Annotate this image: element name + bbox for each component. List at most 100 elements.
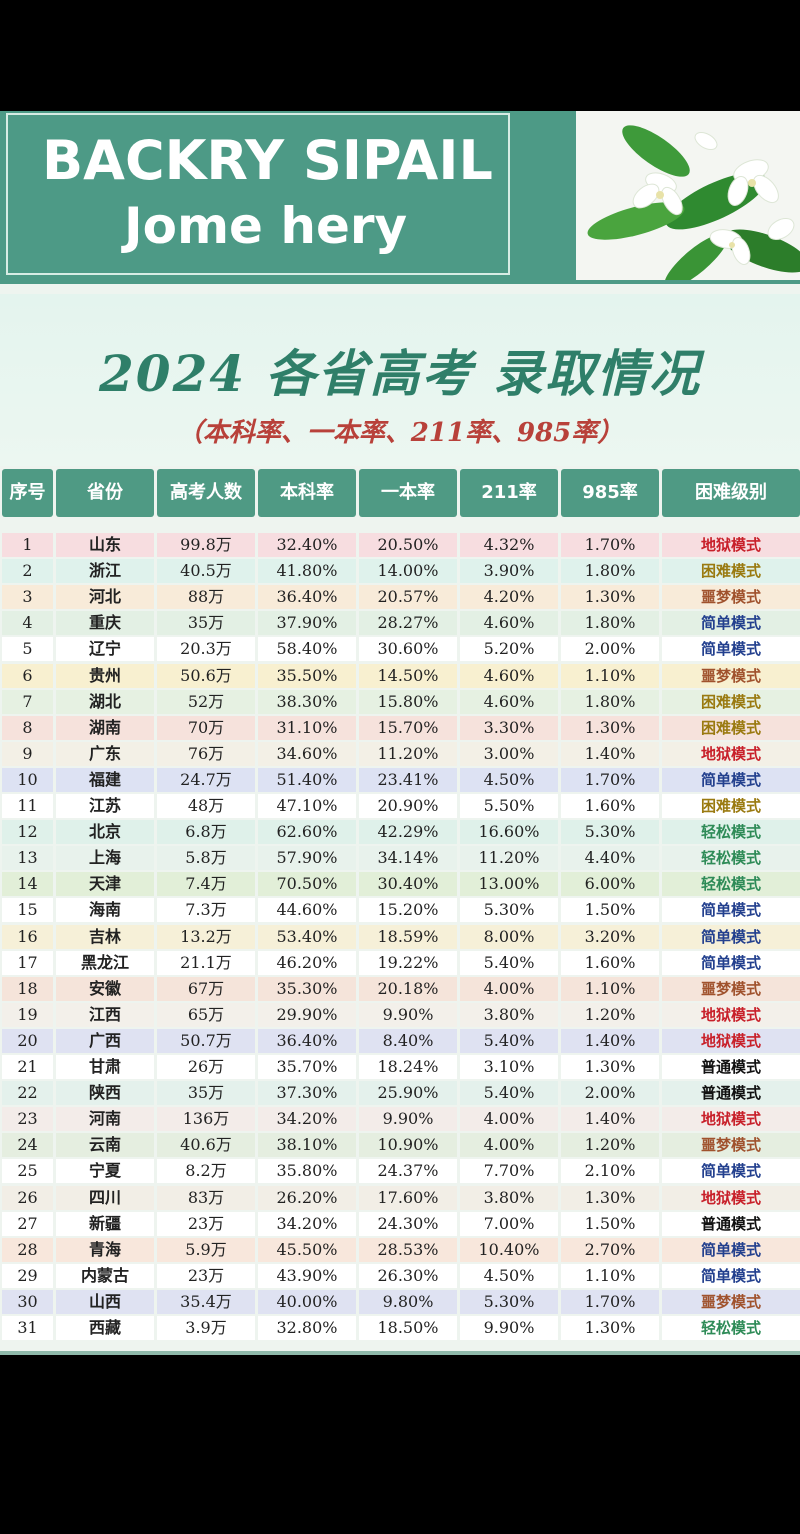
cell-province: 上海 — [56, 846, 154, 871]
cell-tier1-rate: 15.70% — [359, 715, 457, 740]
cell-undergrad-rate: 36.40% — [258, 1028, 356, 1053]
cell-undergrad-rate: 41.80% — [258, 559, 356, 584]
cell-difficulty-level: 噩梦模式 — [662, 976, 800, 1001]
cell-province: 湖南 — [56, 715, 154, 740]
cell-tier1-rate: 18.24% — [359, 1055, 457, 1079]
cell-candidates: 70万 — [157, 715, 255, 740]
cell-index: 24 — [2, 1133, 53, 1158]
cell-difficulty-level: 噩梦模式 — [662, 1133, 800, 1158]
cell-candidates: 83万 — [157, 1185, 255, 1210]
banner-line-2: Jome hery — [124, 197, 408, 255]
cell-index: 29 — [2, 1263, 53, 1288]
cell-rate-985: 1.30% — [561, 1185, 659, 1210]
cell-tier1-rate: 30.60% — [359, 637, 457, 662]
cell-rate-211: 5.20% — [460, 637, 558, 662]
cell-index: 2 — [2, 559, 53, 584]
table-row: 25 宁夏 8.2万 35.80% 24.37% 7.70% 2.10% 简单模式 — [0, 1158, 800, 1184]
cell-rate-211: 4.60% — [460, 689, 558, 714]
cell-rate-985: 1.30% — [561, 585, 659, 610]
cell-undergrad-rate: 32.40% — [258, 533, 356, 557]
cell-rate-985: 1.40% — [561, 741, 659, 766]
cell-province: 贵州 — [56, 663, 154, 688]
cell-candidates: 67万 — [157, 976, 255, 1001]
cell-province: 河南 — [56, 1107, 154, 1132]
cell-province: 黑龙江 — [56, 950, 154, 975]
cell-rate-985: 1.60% — [561, 950, 659, 975]
cell-rate-211: 9.90% — [460, 1316, 558, 1340]
cell-rate-211: 3.80% — [460, 1185, 558, 1210]
cell-candidates: 35万 — [157, 611, 255, 636]
cell-difficulty-level: 简单模式 — [662, 924, 800, 949]
cell-index: 31 — [2, 1316, 53, 1340]
cell-tier1-rate: 20.18% — [359, 976, 457, 1001]
table-row: 3 河北 88万 36.40% 20.57% 4.20% 1.30% 噩梦模式 — [0, 584, 800, 610]
cell-rate-211: 5.40% — [460, 950, 558, 975]
cell-rate-985: 1.50% — [561, 1211, 659, 1236]
cell-difficulty-level: 地狱模式 — [662, 741, 800, 766]
cell-difficulty-level: 轻松模式 — [662, 820, 800, 845]
cell-tier1-rate: 18.59% — [359, 924, 457, 949]
cell-tier1-rate: 19.22% — [359, 950, 457, 975]
cell-rate-985: 1.20% — [561, 1002, 659, 1027]
cell-province: 重庆 — [56, 611, 154, 636]
cell-tier1-rate: 10.90% — [359, 1133, 457, 1158]
cell-index: 1 — [2, 533, 53, 557]
title-section: 2024 各省高考 录取情况 （本科率、一本率、211率、985率） — [0, 294, 800, 466]
cell-tier1-rate: 26.30% — [359, 1263, 457, 1288]
cell-province: 广西 — [56, 1028, 154, 1053]
cell-rate-211: 7.00% — [460, 1211, 558, 1236]
cell-candidates: 65万 — [157, 1002, 255, 1027]
cell-province: 海南 — [56, 898, 154, 923]
cell-rate-211: 4.50% — [460, 1263, 558, 1288]
cell-difficulty-level: 地狱模式 — [662, 1002, 800, 1027]
cell-rate-985: 1.50% — [561, 898, 659, 923]
cell-undergrad-rate: 37.90% — [258, 611, 356, 636]
table-row: 22 陕西 35万 37.30% 25.90% 5.40% 2.00% 普通模式 — [0, 1080, 800, 1106]
bottom-border — [0, 1351, 800, 1355]
cell-tier1-rate: 20.57% — [359, 585, 457, 610]
table-row: 14 天津 7.4万 70.50% 30.40% 13.00% 6.00% 轻松模式 — [0, 871, 800, 897]
cell-candidates: 35.4万 — [157, 1289, 255, 1314]
cell-rate-211: 3.00% — [460, 741, 558, 766]
cell-rate-985: 6.00% — [561, 872, 659, 897]
cell-province: 福建 — [56, 767, 154, 792]
header-rate-211: 211率 — [460, 469, 558, 517]
table-row: 18 安徽 67万 35.30% 20.18% 4.00% 1.10% 噩梦模式 — [0, 976, 800, 1002]
table-row: 30 山西 35.4万 40.00% 9.80% 5.30% 1.70% 噩梦模式 — [0, 1289, 800, 1315]
cell-undergrad-rate: 31.10% — [258, 715, 356, 740]
cell-difficulty-level: 困难模式 — [662, 715, 800, 740]
cell-candidates: 52万 — [157, 689, 255, 714]
table-row: 28 青海 5.9万 45.50% 28.53% 10.40% 2.70% 简单模式 — [0, 1237, 800, 1263]
cell-candidates: 20.3万 — [157, 637, 255, 662]
cell-index: 6 — [2, 663, 53, 688]
cell-tier1-rate: 9.90% — [359, 1002, 457, 1027]
cell-index: 19 — [2, 1002, 53, 1027]
cell-tier1-rate: 25.90% — [359, 1081, 457, 1106]
header-banner: BACKRY SIPAIL Jome hery — [0, 111, 800, 284]
cell-difficulty-level: 简单模式 — [662, 1237, 800, 1262]
cell-province: 吉林 — [56, 924, 154, 949]
cell-index: 26 — [2, 1185, 53, 1210]
cell-undergrad-rate: 44.60% — [258, 898, 356, 923]
cell-tier1-rate: 28.27% — [359, 611, 457, 636]
cell-undergrad-rate: 57.90% — [258, 846, 356, 871]
cell-candidates: 50.6万 — [157, 663, 255, 688]
cell-rate-211: 13.00% — [460, 872, 558, 897]
cell-undergrad-rate: 45.50% — [258, 1237, 356, 1262]
cell-candidates: 23万 — [157, 1263, 255, 1288]
cell-rate-211: 10.40% — [460, 1237, 558, 1262]
cell-undergrad-rate: 70.50% — [258, 872, 356, 897]
cell-undergrad-rate: 53.40% — [258, 924, 356, 949]
cell-index: 17 — [2, 950, 53, 975]
cell-tier1-rate: 30.40% — [359, 872, 457, 897]
cell-candidates: 40.5万 — [157, 559, 255, 584]
table-row: 29 内蒙古 23万 43.90% 26.30% 4.50% 1.10% 简单模式 — [0, 1263, 800, 1289]
cell-difficulty-level: 地狱模式 — [662, 1185, 800, 1210]
cell-index: 16 — [2, 924, 53, 949]
cell-rate-985: 1.70% — [561, 533, 659, 557]
cell-difficulty-level: 简单模式 — [662, 950, 800, 975]
cell-undergrad-rate: 37.30% — [258, 1081, 356, 1106]
cell-undergrad-rate: 35.80% — [258, 1159, 356, 1184]
cell-rate-985: 1.30% — [561, 1055, 659, 1079]
table-row: 1 山东 99.8万 32.40% 20.50% 4.32% 1.70% 地狱模式 — [0, 532, 800, 558]
